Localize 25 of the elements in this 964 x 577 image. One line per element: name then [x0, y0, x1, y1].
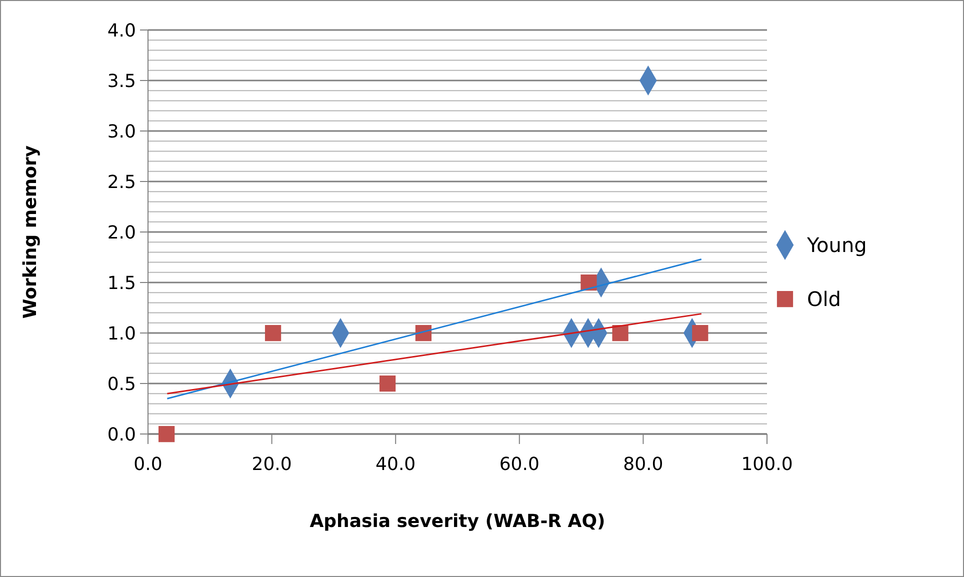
- y-tick-label: 4.0: [107, 20, 136, 42]
- point: [264, 324, 282, 342]
- y-tick-label: 2.5: [107, 172, 136, 193]
- x-tick-label: 0.0: [134, 454, 162, 475]
- y-tick-label: 1.0: [107, 323, 136, 344]
- y-tick-label: 1.5: [107, 272, 136, 294]
- x-tick-label: 100.0: [741, 454, 793, 475]
- y-tick-label: 3.5: [107, 70, 136, 92]
- y-axis-title: Working memory: [20, 145, 41, 319]
- y-tick-label: 0.0: [107, 424, 136, 446]
- point: [612, 324, 628, 342]
- point: [580, 274, 597, 291]
- y-tick-label: 3.0: [107, 121, 136, 142]
- x-tick-label: 20.0: [252, 454, 292, 475]
- y-tick-label: 0.5: [107, 374, 136, 395]
- legend-label: Old: [807, 287, 841, 311]
- x-tick-label: 80.0: [623, 454, 664, 475]
- point: [692, 324, 708, 342]
- x-tick-label: 40.0: [376, 454, 416, 475]
- legend-label: Young: [806, 233, 867, 257]
- x-axis-title: Aphasia severity (WAB-R AQ): [310, 511, 606, 532]
- point: [379, 375, 396, 392]
- x-tick-label: 60.0: [499, 454, 540, 475]
- point: [158, 426, 175, 442]
- y-tick-label: 2.0: [107, 222, 136, 244]
